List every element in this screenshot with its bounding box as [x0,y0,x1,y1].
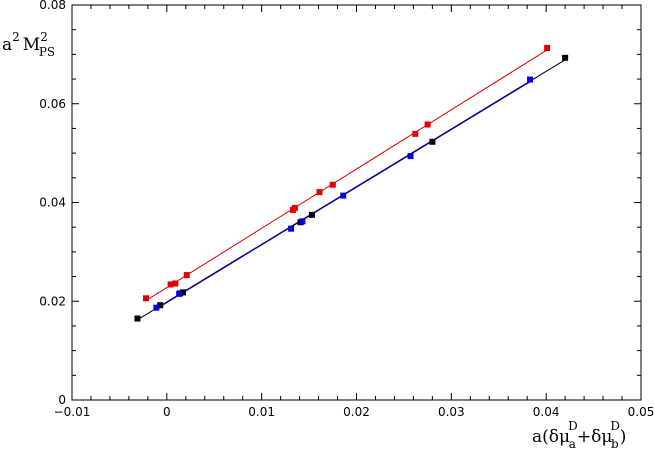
x-axis-label: a(δμD a+δμD b) [532,419,626,451]
x-tick-label: 0.02 [343,405,370,419]
data-markers [134,44,569,322]
fit-line [137,59,566,321]
data-point [176,290,183,297]
data-point [429,138,436,145]
data-point [179,289,186,296]
data-point [288,225,295,232]
y-tick-label: 0 [58,393,66,407]
data-point [134,315,141,322]
data-point [299,218,306,225]
fit-lines [137,49,566,321]
data-point [183,272,190,279]
y-tick-label: 0.06 [39,97,66,111]
data-point [527,76,534,83]
y-tick-label: 0.04 [39,196,66,210]
data-point [316,189,323,196]
data-point [157,302,164,309]
x-tick-label: 0.01 [248,405,275,419]
data-point [172,280,179,287]
data-point [544,44,551,51]
data-point [167,281,174,288]
y-tick-label: 0.08 [39,0,66,12]
data-point [407,153,414,160]
data-point [424,121,431,128]
data-point [340,192,347,199]
axis-ticks: −0.01 0 0.01 0.02 0.03 0.04 0.0500.020.040.060… [39,0,654,419]
x-tick-label: 0.03 [438,405,465,419]
data-point [153,304,160,311]
data-point [308,211,315,218]
x-tick-label: 0 [163,405,171,419]
fit-line [145,49,548,302]
x-tick-label: 0.04 [533,405,560,419]
y-axis-label: a2 M2 PS [2,30,55,59]
data-point [329,181,336,188]
data-point [291,204,298,211]
plot-frame [71,4,642,401]
data-point [142,295,149,302]
x-tick-label: 0.05 [628,405,654,419]
x-tick-label: −0.01 [54,405,91,419]
data-point [412,130,419,137]
y-tick-label: 0.02 [39,294,66,308]
data-point [562,54,569,61]
